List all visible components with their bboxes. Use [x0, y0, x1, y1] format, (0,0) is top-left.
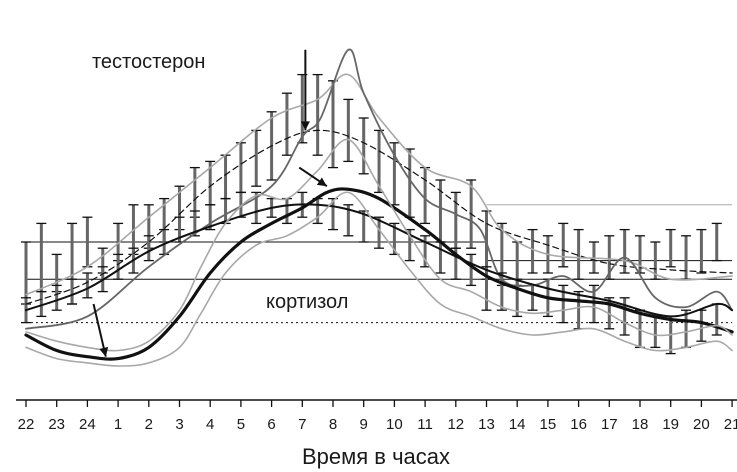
series-lines — [24, 48, 734, 367]
x-tick-label: 21 — [724, 416, 737, 433]
series-line-cortisol_mean — [24, 187, 734, 361]
error-bar — [619, 297, 630, 336]
x-tick-label: 2 — [145, 416, 153, 433]
annotation-arrow — [300, 49, 310, 131]
x-tick-label: 5 — [237, 416, 245, 433]
error-bar — [358, 117, 369, 175]
series-line-cortisol_upper — [25, 138, 733, 352]
annotation-cortisol: кортизол — [266, 291, 348, 313]
x-tick-label: 17 — [601, 416, 618, 433]
x-tick-label: 22 — [18, 416, 35, 433]
arrow-shaft — [92, 303, 107, 357]
x-tick-label: 19 — [662, 416, 679, 433]
x-ticks: 22 23 24 1 2 3 4 5 6 7 8 9 10 11 12 13 14 15 16 17 18 19 20 21 — [18, 400, 737, 433]
annotation-testosterone: тестостерон — [92, 51, 205, 73]
x-tick-label: 23 — [48, 416, 65, 433]
arrow-head — [300, 121, 310, 131]
error-bar — [650, 241, 661, 280]
x-tick-label: 4 — [206, 416, 214, 433]
error-bar — [711, 222, 722, 262]
x-tick-label: 18 — [632, 416, 649, 433]
x-tick-label: 9 — [360, 416, 368, 433]
error-bars — [21, 73, 722, 355]
x-tick-label: 16 — [570, 416, 587, 433]
x-tick-label: 1 — [114, 416, 122, 433]
series-line-testosterone_mean — [25, 129, 733, 305]
error-bar — [435, 179, 446, 243]
arrow-head — [316, 177, 327, 187]
annotation-arrow — [92, 303, 109, 357]
series-line-cortisol_lower — [25, 191, 733, 367]
x-tick-label: 13 — [478, 416, 495, 433]
arrow-head — [99, 346, 109, 357]
x-tick-label: 7 — [298, 416, 306, 433]
error-bar — [573, 290, 584, 330]
series-line-testosterone_individual — [25, 48, 733, 330]
error-bar — [82, 272, 93, 299]
error-bar — [36, 222, 47, 293]
error-bar — [466, 253, 477, 287]
x-tick-label: 14 — [509, 416, 526, 433]
annotation-arrow — [298, 166, 328, 188]
x-tick-label: 12 — [447, 416, 464, 433]
x-tick-label: 24 — [79, 416, 96, 433]
series-line-cortisol_smooth — [25, 203, 734, 318]
error-bar — [404, 148, 415, 218]
error-bar — [527, 228, 538, 274]
error-bar — [573, 228, 584, 280]
x-tick-label: 11 — [417, 416, 433, 433]
x-tick-label: 15 — [540, 416, 557, 433]
error-bar — [711, 303, 722, 336]
error-bar — [67, 278, 78, 305]
error-bar — [374, 216, 385, 249]
arrows — [92, 49, 328, 357]
x-tick-label: 3 — [175, 416, 183, 433]
error-bar — [143, 235, 154, 262]
series-line-testosterone_upper — [25, 73, 733, 296]
error-bar — [235, 142, 246, 194]
error-bar — [696, 309, 707, 342]
error-bar — [343, 98, 354, 163]
error-bar — [312, 73, 323, 156]
error-bar — [481, 266, 492, 311]
error-bar — [450, 191, 461, 249]
error-bar — [665, 228, 676, 268]
x-axis-label: Время в часах — [302, 444, 450, 469]
error-bar — [113, 253, 124, 280]
error-bar — [650, 315, 661, 349]
error-bar — [281, 197, 292, 225]
error-bar — [281, 92, 292, 156]
x-tick-label: 8 — [329, 416, 337, 433]
error-bar — [389, 142, 400, 206]
error-bar — [696, 228, 707, 274]
error-bar — [189, 166, 200, 218]
error-bar — [51, 284, 62, 311]
error-bar — [558, 222, 569, 268]
error-bar — [374, 129, 385, 194]
x-tick-label: 10 — [386, 416, 403, 433]
error-bar — [681, 235, 692, 280]
error-bar — [36, 290, 47, 318]
error-bar — [251, 129, 262, 187]
error-bar — [527, 284, 538, 311]
error-bar — [220, 154, 231, 200]
x-tick-label: 6 — [267, 416, 275, 433]
error-bar — [328, 197, 338, 231]
x-tick-label: 20 — [693, 416, 710, 433]
